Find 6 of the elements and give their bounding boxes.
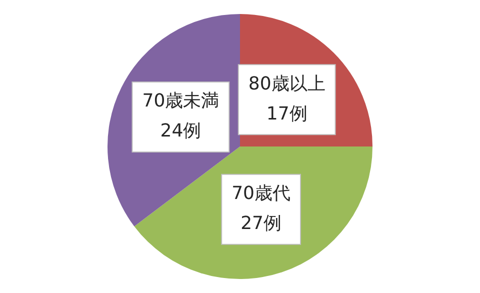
slice-label: 80歳以上 [248, 73, 326, 94]
data-label: 17例 [266, 103, 308, 124]
slice-label: 70歳代 [232, 182, 291, 204]
data-label: 27例 [240, 212, 282, 234]
data-label: 24例 [160, 120, 202, 142]
slice-label: 70歳未満 [142, 90, 220, 112]
